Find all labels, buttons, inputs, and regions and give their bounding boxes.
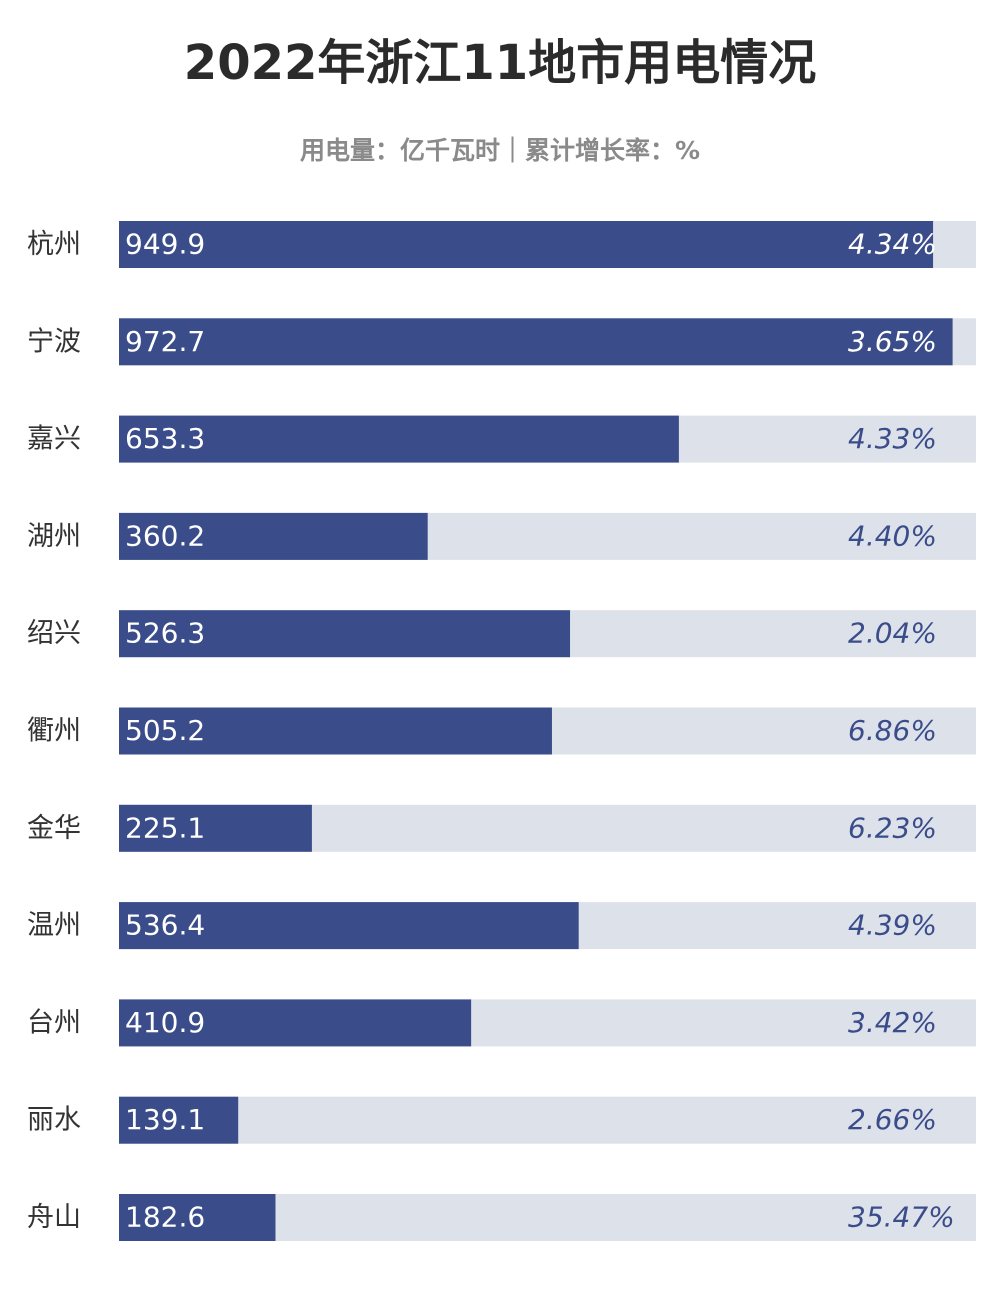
growth-label: 6.23%: [848, 811, 937, 844]
value-label: 139.1: [125, 1103, 205, 1136]
category-label: 舟山: [27, 1202, 81, 1233]
category-label: 丽水: [27, 1105, 81, 1136]
chart-title: 2022年浙江11地市用电情况: [184, 35, 816, 91]
bar: [119, 221, 934, 268]
bar: [119, 1194, 276, 1241]
value-label: 410.9: [125, 1006, 205, 1039]
growth-label: 6.86%: [848, 714, 937, 747]
category-label: 嘉兴: [27, 424, 81, 455]
bar: [119, 804, 312, 852]
chart-subtitle: 用电量：亿千瓦时｜累计增长率：%: [300, 136, 700, 165]
bar: [119, 1096, 239, 1144]
growth-label: 35.47%: [848, 1201, 955, 1234]
category-label: 绍兴: [27, 618, 81, 649]
bar: [119, 999, 472, 1047]
value-label: 972.7: [125, 325, 205, 358]
value-label: 653.3: [125, 422, 205, 455]
bar: [119, 707, 552, 755]
bar: [119, 318, 953, 366]
value-label: 526.3: [125, 617, 205, 650]
value-label: 182.6: [125, 1201, 205, 1234]
category-label: 衢州: [27, 716, 81, 747]
growth-label: 4.33%: [848, 422, 937, 455]
value-label: 536.4: [125, 909, 205, 942]
category-label: 宁波: [27, 326, 81, 357]
category-label: 湖州: [27, 521, 81, 552]
bar-track: [119, 1096, 976, 1144]
category-label: 杭州: [27, 229, 81, 260]
category-label: 金华: [27, 813, 81, 844]
bar: [119, 902, 579, 950]
value-label: 225.1: [125, 811, 205, 844]
growth-label: 3.65%: [848, 325, 937, 358]
bar: [119, 415, 679, 463]
growth-label: 4.40%: [848, 519, 937, 552]
value-label: 360.2: [125, 519, 205, 552]
growth-label: 4.34%: [848, 228, 937, 261]
bar: [119, 610, 571, 658]
category-label: 温州: [27, 910, 81, 941]
value-label: 505.2: [125, 714, 205, 747]
bar: [119, 512, 428, 560]
category-label: 台州: [27, 1007, 81, 1038]
growth-label: 4.39%: [848, 909, 937, 942]
value-label: 949.9: [125, 228, 205, 261]
growth-label: 2.66%: [848, 1103, 937, 1136]
growth-label: 3.42%: [848, 1006, 937, 1039]
growth-label: 2.04%: [848, 617, 937, 650]
